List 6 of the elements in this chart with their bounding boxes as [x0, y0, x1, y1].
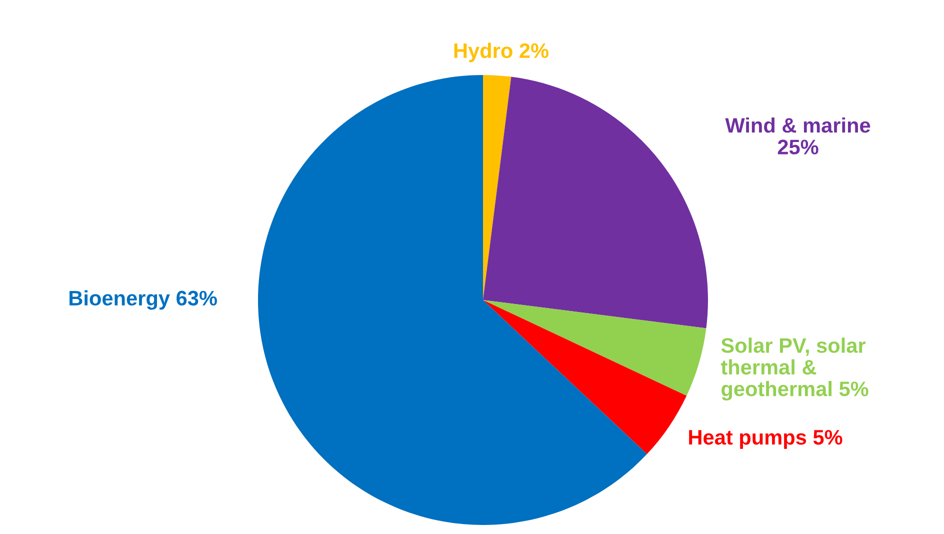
slice-label: Hydro 2%: [454, 42, 548, 62]
slice-label: Wind & marine: [725, 117, 870, 133]
slice-label: Bioenergy 63%: [70, 290, 217, 310]
data-label: 25%: [778, 140, 818, 154]
slice-label: Solar PV, solar thermal & geothermal 5%: [720, 338, 868, 400]
slice-label: Heat pumps 5%: [689, 430, 842, 449]
